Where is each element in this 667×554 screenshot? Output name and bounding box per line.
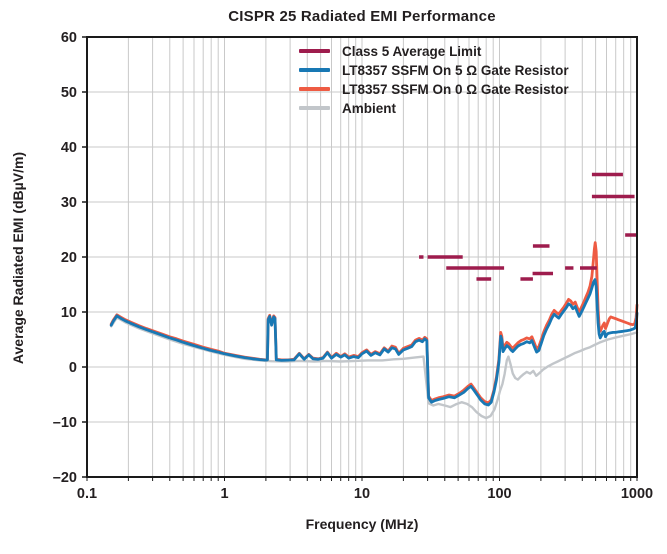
x-tick-label: 10 [354,486,370,502]
ambient-swatch [299,106,330,110]
plot-border [86,36,638,478]
class5-limit-swatch [299,49,330,53]
series-lt8357-ssfm-5ohm [109,278,639,407]
series-lt8357-ssfm-0ohm [109,241,639,405]
x-tick-label: 1000 [621,486,653,502]
legend-label: Ambient [342,100,396,116]
y-axis-label: Average Radiated EMI (dBµV/m) [10,151,26,365]
legend-label: LT8357 SSFM On 0 Ω Gate Resistor [342,81,569,97]
legend-item-ambient: Ambient [299,100,569,116]
y-tick-label: 60 [61,30,77,46]
x-tick-label: 1 [220,486,228,502]
legend-item-class5-limit: Class 5 Average Limit [299,43,569,59]
x-tick-label: 100 [487,486,511,502]
series-ambient [110,316,639,420]
x-tick-label: 0.1 [77,486,97,502]
ssfm-0ohm-swatch [299,87,330,91]
chart-title: CISPR 25 Radiated EMI Performance [228,8,496,25]
legend: Class 5 Average Limit LT8357 SSFM On 5 Ω… [299,43,569,116]
y-tick-label: 0 [69,360,77,376]
y-tick-label: 30 [61,195,77,211]
y-tick-label: 20 [61,250,77,266]
y-tick-label: –10 [53,415,77,431]
x-axis-label: Frequency (MHz) [305,516,419,532]
legend-item-5ohm: LT8357 SSFM On 5 Ω Gate Resistor [299,62,569,78]
ssfm-5ohm-swatch [299,68,330,72]
y-tick-label: –20 [53,470,77,486]
y-tick-label: 40 [61,140,77,156]
legend-label: Class 5 Average Limit [342,43,482,59]
y-tick-label: 50 [61,85,77,101]
legend-label: LT8357 SSFM On 5 Ω Gate Resistor [342,62,569,78]
y-tick-label: 10 [61,305,77,321]
legend-item-0ohm: LT8357 SSFM On 0 Ω Gate Resistor [299,81,569,97]
